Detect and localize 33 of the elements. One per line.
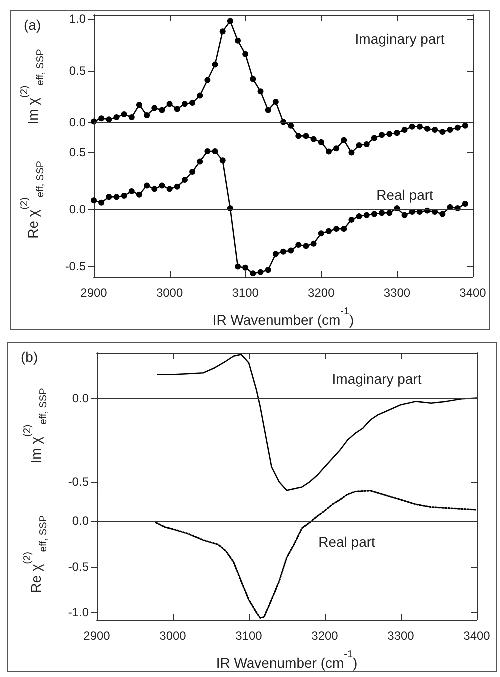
y-tick-label: 0.0 <box>69 116 86 130</box>
x-tick-label: 3000 <box>156 286 184 300</box>
y-tick-label: -0.5 <box>68 560 90 574</box>
y-axis-title: Im χ(2)eff, SSP <box>22 388 50 464</box>
y-tick-label: 0.5 <box>69 146 86 160</box>
y-axis-title: Im χ(2)eff, SSP <box>20 48 46 125</box>
annotation: Real part <box>376 187 434 203</box>
x-tick-label: 3200 <box>308 286 336 300</box>
x-tick-label: 3100 <box>236 629 263 643</box>
text: (b) <box>21 349 38 365</box>
y-tick-label: 1.0 <box>69 12 86 26</box>
y-axis-title: Re χ(2)eff, SSP <box>20 160 46 239</box>
x-tick-label: 3200 <box>312 629 339 643</box>
x-tick-label: 3400 <box>464 629 491 643</box>
x-tick-label: 2900 <box>84 629 111 643</box>
x-tick-label: 2900 <box>80 286 108 300</box>
annotation: Imaginary part <box>355 31 445 47</box>
y-tick-label: 0.5 <box>69 64 86 78</box>
annotation: Imaginary part <box>332 371 422 387</box>
x-tick-label: 3000 <box>160 629 187 643</box>
x-tick-label: 3300 <box>388 629 415 643</box>
y-tick-label: 0.0 <box>69 202 86 217</box>
y-tick-label: 0.0 <box>72 391 90 406</box>
x-tick-label: 3400 <box>460 286 487 300</box>
y-tick-label: 0.0 <box>72 514 90 528</box>
x-tick-label: 3300 <box>384 286 411 300</box>
y-tick-label: -1.0 <box>68 606 90 620</box>
annotation: Real part <box>318 534 376 550</box>
text: (a) <box>24 17 42 33</box>
x-tick-label: 3100 <box>232 286 260 300</box>
y-tick-label: -0.5 <box>65 260 86 274</box>
y-axis-title: Re χ(2)eff, SSP <box>22 515 50 594</box>
y-tick-label: -0.5 <box>68 475 90 490</box>
